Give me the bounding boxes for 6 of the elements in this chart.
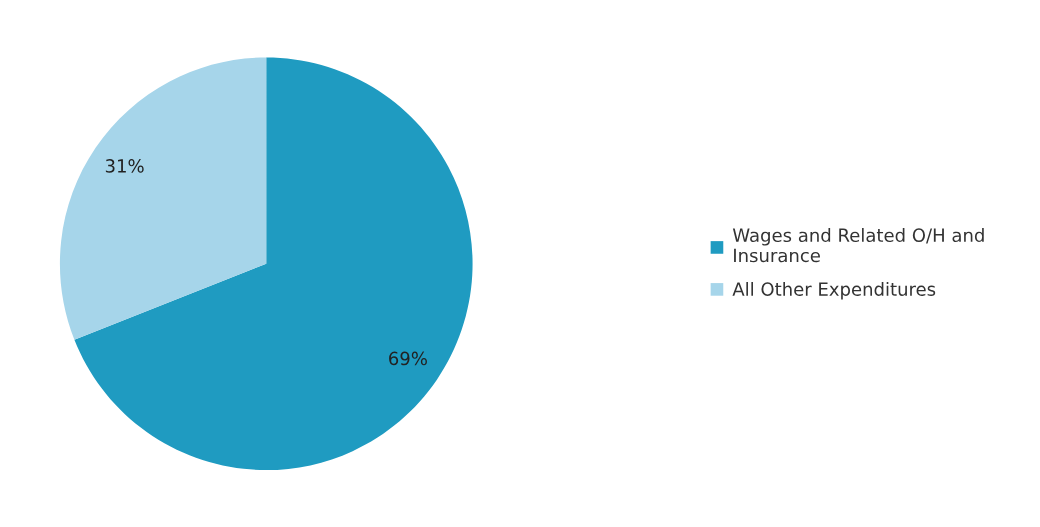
data-label: 69% xyxy=(389,351,427,366)
legend-label: All Other Expenditures xyxy=(732,282,936,300)
data-label: 31% xyxy=(105,159,144,173)
pie-slice xyxy=(59,57,267,340)
legend-label: Wages and Related O/H and Insurance xyxy=(732,228,984,263)
pie-slice xyxy=(74,57,473,471)
